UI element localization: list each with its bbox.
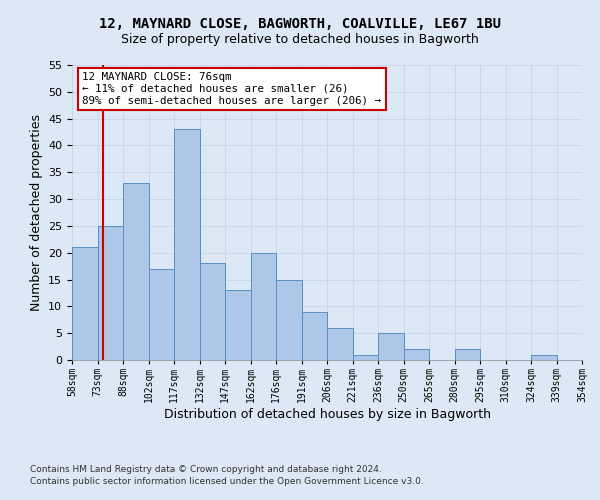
Bar (199, 264, 225, 360)
Y-axis label: Number of detached properties: Number of detached properties (29, 114, 43, 311)
Bar (353, 354, 378, 360)
Bar (302, 312, 327, 360)
Bar (149, 269, 174, 360)
Text: Contains public sector information licensed under the Open Government Licence v3: Contains public sector information licen… (30, 477, 424, 486)
X-axis label: Distribution of detached houses by size in Bagworth: Distribution of detached houses by size … (163, 408, 491, 421)
Bar (327, 328, 353, 360)
Bar (404, 350, 429, 360)
Bar (455, 350, 480, 360)
Bar (174, 130, 199, 360)
Bar (378, 333, 404, 360)
Text: Size of property relative to detached houses in Bagworth: Size of property relative to detached ho… (121, 32, 479, 46)
Text: 12, MAYNARD CLOSE, BAGWORTH, COALVILLE, LE67 1BU: 12, MAYNARD CLOSE, BAGWORTH, COALVILLE, … (99, 18, 501, 32)
Bar (531, 354, 557, 360)
Text: Contains HM Land Registry data © Crown copyright and database right 2024.: Contains HM Land Registry data © Crown c… (30, 466, 382, 474)
Text: 12 MAYNARD CLOSE: 76sqm
← 11% of detached houses are smaller (26)
89% of semi-de: 12 MAYNARD CLOSE: 76sqm ← 11% of detache… (82, 72, 381, 106)
Bar (97, 226, 123, 360)
Bar (123, 183, 149, 360)
Bar (72, 248, 97, 360)
Bar (251, 252, 276, 360)
Bar (276, 280, 302, 360)
Bar (225, 290, 251, 360)
